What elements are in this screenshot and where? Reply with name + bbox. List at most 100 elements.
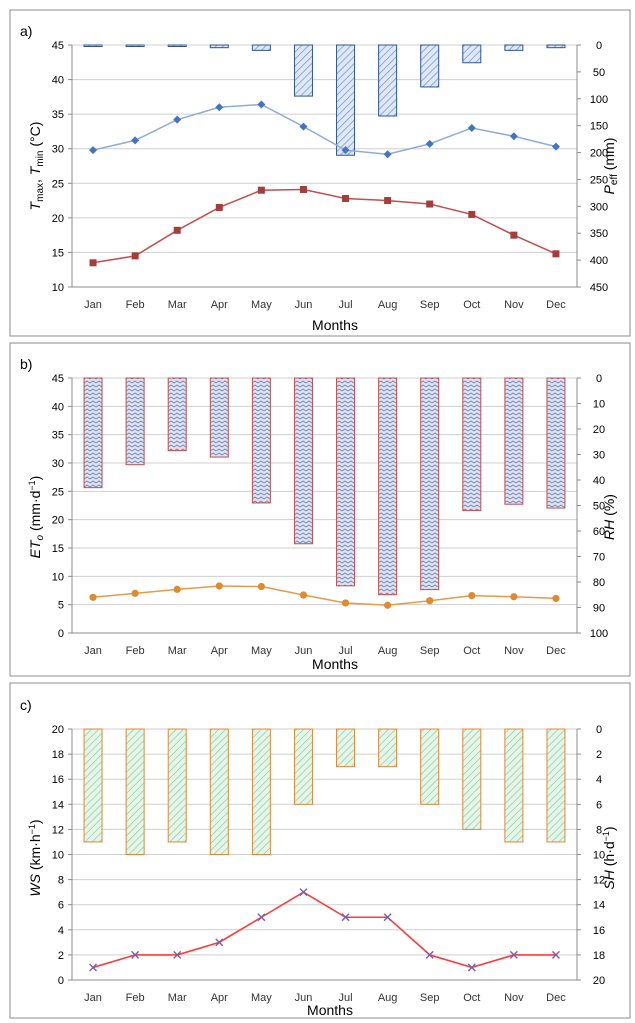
y-right-tick-label: 8	[596, 824, 602, 836]
y-right-tick-label: 18	[593, 950, 605, 962]
data-point	[383, 913, 392, 922]
bar	[504, 377, 524, 505]
data-point	[173, 226, 181, 234]
y-left-label: Tmax, Tmin (°C)	[27, 122, 46, 211]
y-left-tick-label: 0	[58, 975, 64, 987]
y-left-label: ETo (mm·d−1)	[27, 476, 46, 559]
panel-frame	[9, 342, 631, 677]
data-point	[341, 146, 350, 155]
data-point	[173, 950, 182, 959]
bar	[293, 728, 313, 805]
panel-frame	[9, 682, 631, 1019]
y-left-tick-label: 20	[52, 724, 64, 736]
data-point	[468, 210, 476, 218]
x-tick-label: Oct	[463, 299, 480, 311]
x-tick-label: Nov	[504, 299, 524, 311]
y-right-label: RH (%)	[601, 494, 617, 540]
data-point	[299, 186, 307, 194]
x-tick-label: May	[251, 645, 272, 657]
y-right-tick-label: 50	[593, 67, 605, 79]
y-right-tick-label: 4	[596, 774, 602, 786]
x-tick-label: Apr	[211, 645, 228, 657]
bar	[546, 728, 566, 843]
bar	[83, 377, 103, 489]
y-left-tick-label: 16	[52, 774, 64, 786]
data-point	[552, 250, 560, 258]
x-tick-label: May	[251, 992, 272, 1004]
y-right-tick-label: 20	[593, 975, 605, 987]
bar-series	[83, 728, 566, 855]
bar	[293, 377, 313, 545]
data-point	[215, 203, 223, 211]
panel-frame	[9, 9, 631, 337]
data-point	[299, 591, 308, 599]
y-left-tick-label: 12	[52, 824, 64, 836]
y-right-tick-label: 20	[593, 424, 605, 436]
data-point	[257, 582, 265, 591]
bar	[504, 728, 524, 843]
bar	[462, 377, 482, 512]
x-tick-label: May	[251, 299, 272, 311]
x-ticks: Jan Feb Mar Apr May Jun Jul Aug Sep Oct Nov Dec	[84, 992, 566, 1004]
data-point	[89, 146, 98, 155]
bar	[336, 728, 356, 768]
axes	[68, 44, 581, 288]
data-point	[467, 123, 476, 132]
x-tick-label: Sep	[420, 992, 440, 1004]
data-point	[215, 938, 224, 947]
y-left-tick-label: 0	[58, 628, 64, 640]
x-tick-label: Jul	[339, 299, 353, 311]
y-left-tick-label: 18	[52, 749, 64, 761]
data-point	[509, 132, 518, 141]
y-left-ticks: 0 5 10 15 20 25 30 35 40 45	[52, 373, 64, 640]
x-tick-label: Feb	[126, 992, 145, 1004]
data-point	[426, 200, 434, 208]
x-ticks: Jan Feb Mar Apr May Jun Jul Aug Sep Oct Nov Dec	[84, 299, 566, 311]
y-right-tick-label: 6	[596, 799, 602, 811]
x-tick-label: Jan	[84, 299, 102, 311]
y-left-tick-label: 15	[52, 543, 64, 555]
y-left-tick-label: 10	[52, 850, 64, 862]
data-point	[89, 593, 97, 601]
data-point	[383, 150, 392, 159]
y-right-tick-label: 0	[596, 724, 602, 736]
x-tick-label: Sep	[420, 645, 440, 657]
y-right-tick-label: 12	[593, 875, 605, 887]
data-point	[510, 231, 518, 239]
panel-a: a) 10 15 20 25 30 35 40 45 0 50 100 150 200 250 300 35…	[9, 9, 631, 337]
y-right-tick-label: 30	[593, 450, 605, 462]
y-left-tick-label: 40	[52, 401, 64, 413]
x-axis-label: Months	[312, 317, 358, 333]
data-point	[425, 139, 434, 148]
data-point	[426, 597, 434, 605]
data-point	[131, 950, 140, 959]
x-tick-label: Aug	[378, 299, 398, 311]
x-tick-label: Nov	[504, 645, 524, 657]
x-tick-label: Dec	[546, 992, 566, 1004]
bar	[125, 44, 145, 47]
y-left-tick-label: 20	[52, 213, 64, 225]
bar	[420, 377, 440, 591]
x-tick-label: Jul	[339, 992, 353, 1004]
y-left-tick-label: 2	[58, 950, 64, 962]
y-right-tick-label: 0	[596, 373, 602, 385]
data-point	[341, 599, 350, 607]
y-right-ticks: 0 10 20 30 40 50 60 70 80 90 100	[590, 373, 608, 640]
bar	[167, 44, 187, 47]
y-right-tick-label: 450	[590, 282, 608, 294]
y-left-tick-label: 4	[58, 925, 64, 937]
data-point	[510, 593, 518, 601]
panel-c: c) 0 2 4 6 8 10 12 14 16 18 20 0 2 4 6 8 10 12 14 16 18 20 J…	[9, 682, 631, 1019]
data-point	[173, 115, 182, 124]
bar	[251, 377, 271, 504]
bar	[251, 44, 271, 51]
y-right-tick-label: 300	[590, 201, 608, 213]
x-tick-label: Mar	[168, 645, 187, 657]
bar	[420, 728, 440, 805]
bar	[378, 44, 398, 117]
x-ticks: Jan Feb Mar Apr May Jun Jul Aug Sep Oct Nov Dec	[84, 645, 566, 657]
x-tick-label: Jun	[295, 299, 313, 311]
bar	[546, 377, 566, 509]
bar	[336, 377, 356, 587]
bar	[462, 44, 482, 64]
